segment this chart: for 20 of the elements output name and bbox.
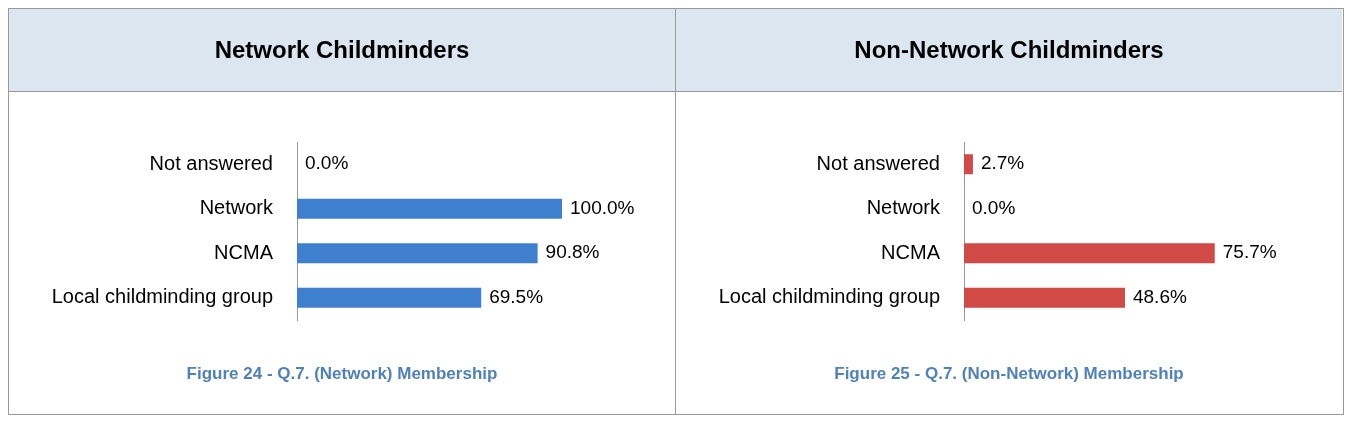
data-label: 0.0% [972, 196, 1016, 218]
y-tick-label: Local childminding group [51, 285, 273, 308]
y-tick-label: Not answered [149, 151, 273, 174]
data-label: 2.7% [980, 152, 1025, 174]
y-tick-label: NCMA [881, 240, 941, 263]
data-label: 69.5% [489, 285, 544, 307]
caption: Figure 24 - Q.7. (Network) Membership [185, 364, 499, 384]
data-label: 75.7% [1222, 241, 1277, 263]
data-label: 90.8% [545, 241, 600, 263]
y-tick-label: Local childminding group [718, 285, 940, 308]
y-tick-label: Not answered [816, 151, 940, 174]
data-label: 0.0% [305, 152, 349, 174]
chart-title: Network Childminders [9, 9, 675, 92]
data-label: 100.0% [570, 196, 635, 218]
y-tick-label: Network [866, 196, 941, 219]
y-tick-label: NCMA [214, 240, 274, 263]
caption: Figure 25 - Q.7. (Non-Network) Membership [833, 364, 1185, 384]
chart-title: Non-Network Childminders [676, 9, 1342, 92]
y-tick-label: Network [199, 196, 274, 219]
data-label: 48.6% [1132, 285, 1187, 307]
